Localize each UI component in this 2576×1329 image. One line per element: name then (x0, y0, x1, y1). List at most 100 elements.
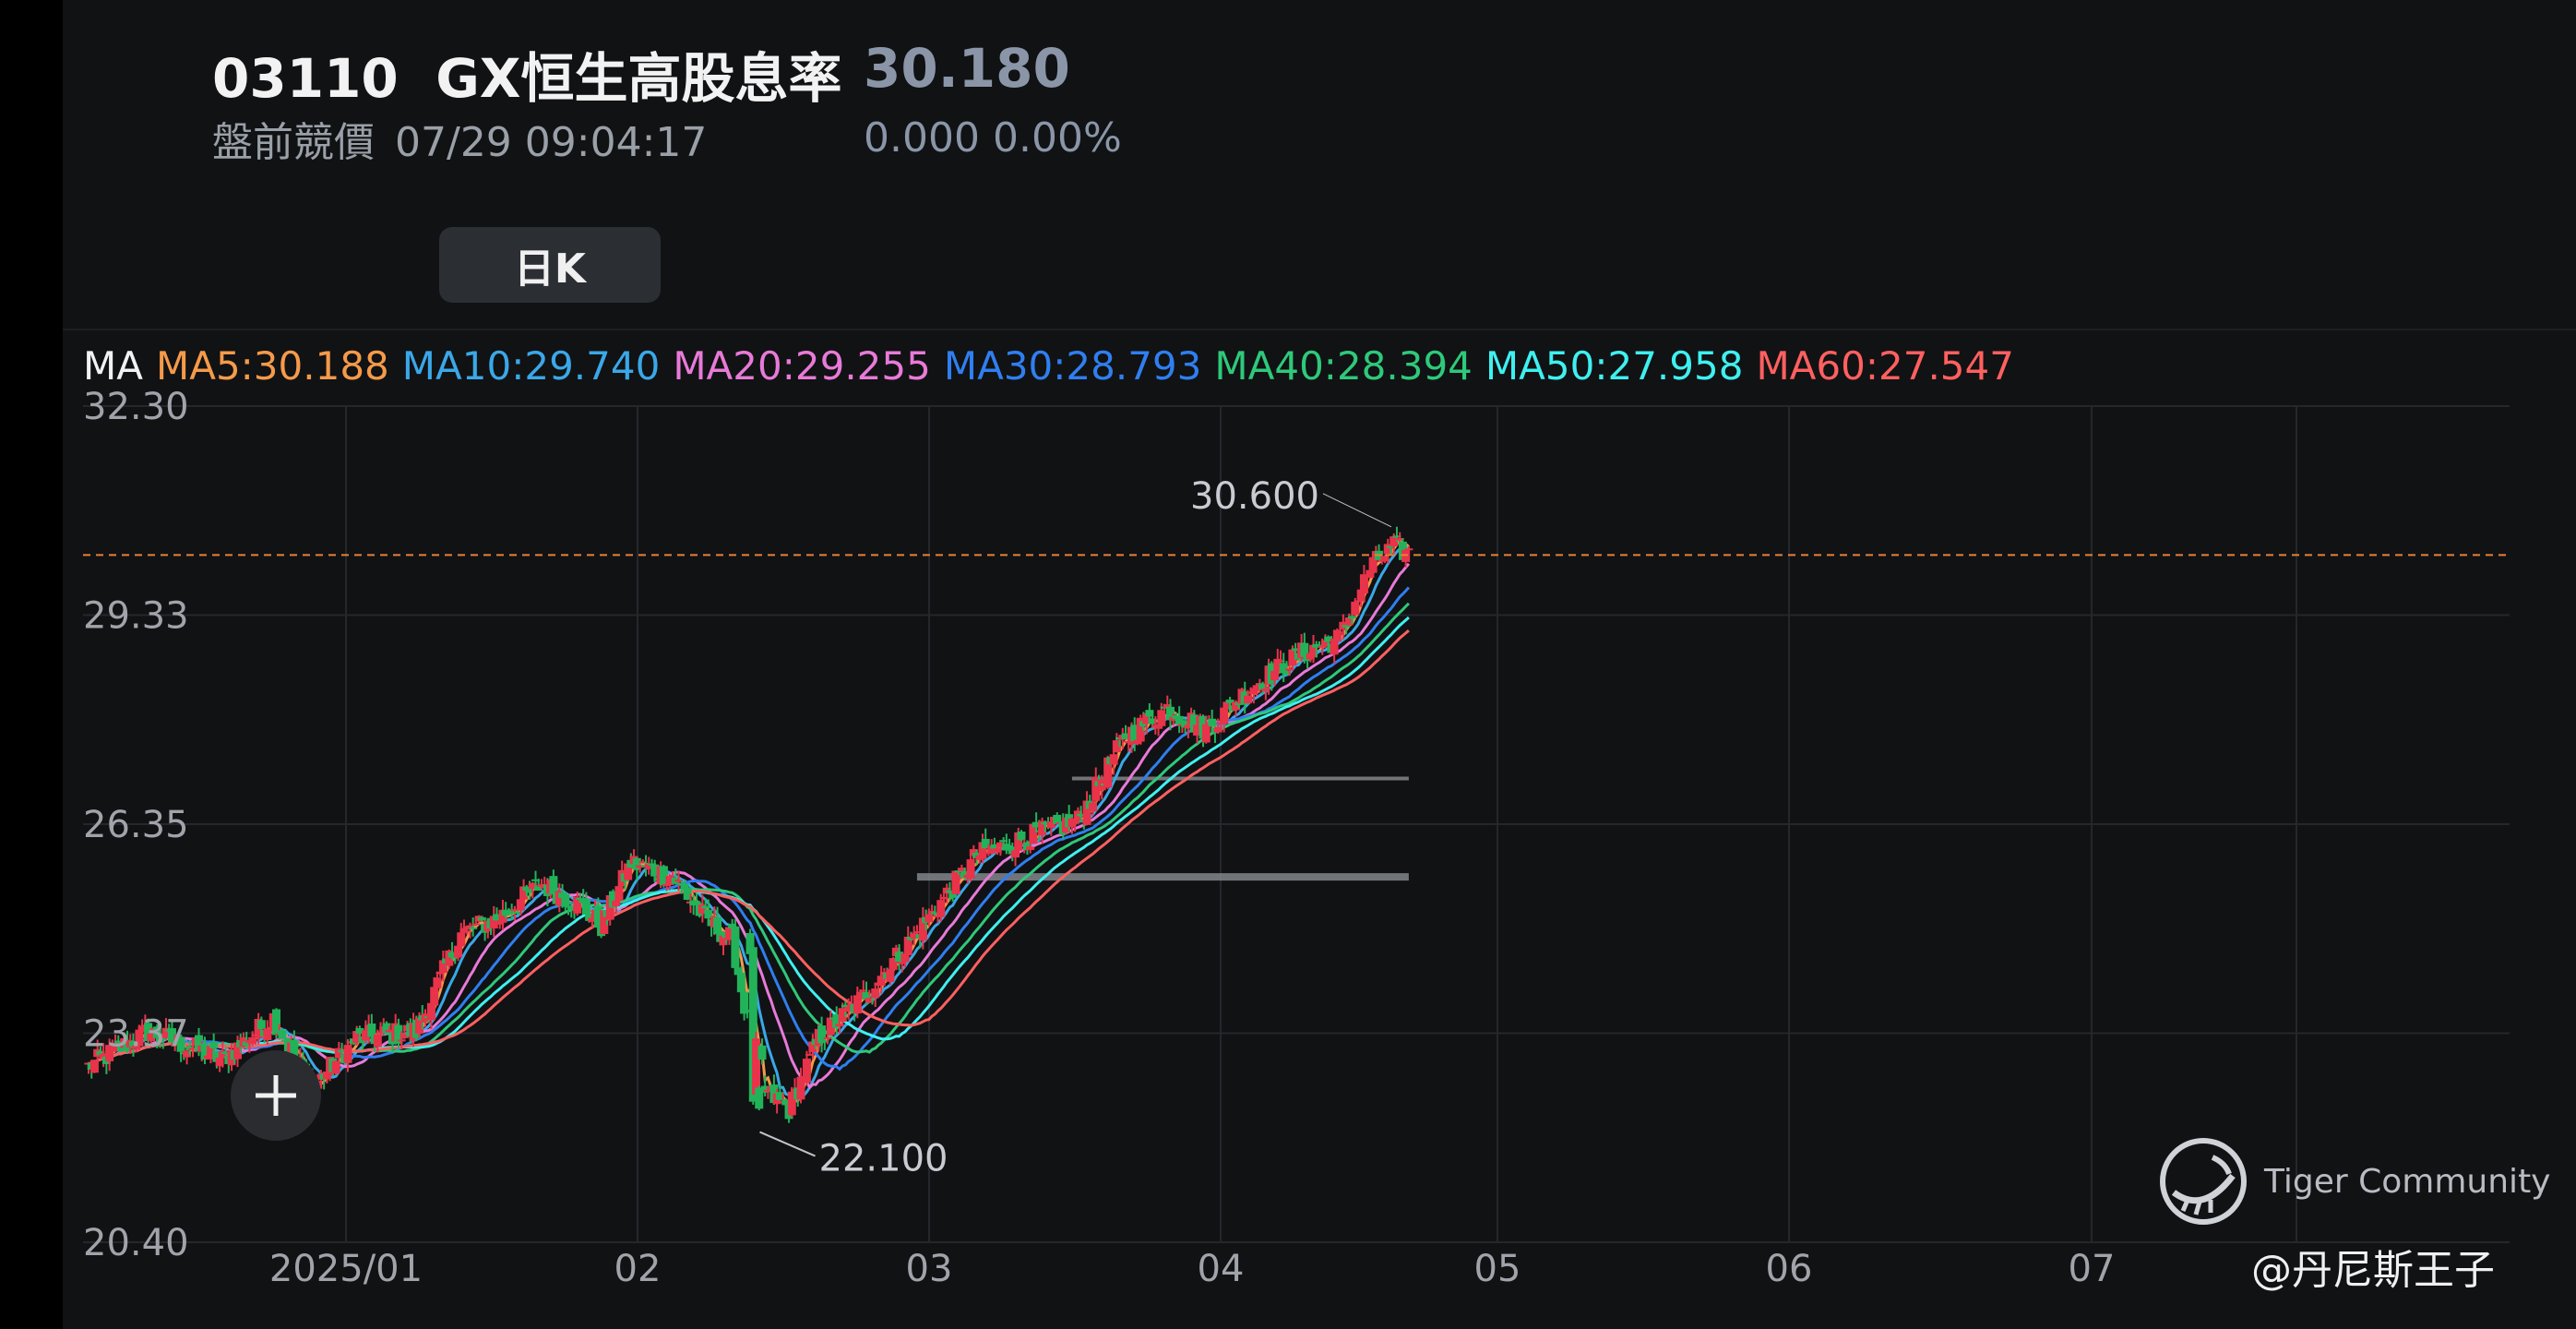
candle-body (930, 912, 939, 915)
high-annotation-line (1322, 493, 1392, 528)
candle-body (981, 838, 990, 849)
candle-body (775, 1092, 784, 1100)
candle-body (1232, 701, 1241, 711)
candle-body (212, 1051, 221, 1062)
candle-body (1038, 820, 1047, 836)
candle-body (1276, 660, 1285, 663)
candle-body (674, 880, 684, 882)
candle-body (361, 1030, 370, 1041)
candle-body (736, 972, 745, 993)
candle-body (1121, 733, 1130, 740)
candle-body (1053, 814, 1062, 824)
period-day-button[interactable]: 日K (439, 227, 661, 303)
change-value: 0.000 (864, 114, 980, 162)
ma40-line (87, 602, 1410, 1069)
y-tick-label: 23.37 (83, 1013, 189, 1056)
candle-body (561, 893, 570, 907)
ma-legend: MA MA5:30.188 MA10:29.740 MA20:29.255 MA… (83, 343, 2014, 389)
divider (63, 329, 2576, 330)
ma20-label: MA20:29.255 (673, 343, 931, 389)
ma50-line (87, 616, 1410, 1069)
high-price-label: 30.600 (1190, 475, 1319, 518)
candle-body (1225, 700, 1234, 703)
quote-header: 03110 GX恒生高股息率 30.180 盤前競價 07/29 09:04:17… (63, 0, 2576, 328)
ma-legend-prefix: MA (83, 343, 143, 389)
candle-body (549, 876, 558, 894)
candle-body (752, 1038, 761, 1096)
horizontal-levels (916, 776, 1409, 881)
ma30-label: MA30:28.793 (943, 343, 1202, 389)
x-tick-label: 06 (1766, 1248, 1813, 1290)
candle-body (1366, 569, 1375, 579)
candle-body (999, 840, 1008, 843)
candle-body (331, 1060, 340, 1074)
candle-body (1404, 548, 1413, 551)
candle-body (1395, 537, 1404, 540)
candle-body (588, 917, 597, 922)
candle-body (680, 883, 689, 891)
candle-body (888, 958, 898, 970)
candle-body (373, 1034, 382, 1048)
candle-body (188, 1048, 197, 1050)
candle-body (1175, 715, 1184, 725)
candle-body (1356, 589, 1366, 602)
candle-body (426, 1002, 435, 1021)
candle-body (382, 1023, 391, 1034)
candle-body (445, 950, 454, 966)
candle-body (519, 886, 529, 900)
candle-body (1002, 844, 1011, 851)
plus-icon (256, 1075, 296, 1116)
candle-body (573, 896, 582, 914)
candle-body (1336, 631, 1345, 634)
candle-body (1077, 813, 1086, 817)
candle-body (528, 882, 537, 890)
stock-code: 03110 (212, 47, 399, 110)
candle-body (853, 995, 862, 1014)
candle-body (1070, 821, 1079, 824)
candle-body (886, 968, 895, 982)
candle-body (1022, 842, 1032, 851)
kline-chart[interactable]: 30.600 22.100 32.30 29.33 26.35 23.37 20.40 20… (63, 0, 2576, 1329)
candle-body (263, 1028, 272, 1041)
candle-body (1165, 706, 1175, 721)
candle-body (808, 1041, 817, 1052)
candle-body (195, 1035, 204, 1052)
candle-body (1320, 640, 1330, 647)
candle-body (996, 842, 1005, 848)
candle-body (871, 988, 880, 999)
candle-body (936, 900, 946, 917)
candle-body (1046, 821, 1055, 829)
candle-body (719, 935, 728, 946)
ma40-label: MA40:28.394 (1214, 343, 1473, 389)
candle-body (698, 904, 707, 914)
candle-body (1193, 724, 1202, 736)
session-info: 盤前競價 07/29 09:04:17 (212, 109, 707, 168)
x-tick-label: 05 (1474, 1248, 1521, 1290)
tiger-watermark: Tiger Community (2157, 1135, 2550, 1227)
candle-body (1136, 717, 1145, 742)
candle-body (206, 1046, 215, 1060)
ma-lines (87, 538, 1411, 1106)
candle-body (132, 1045, 141, 1049)
candle-body (113, 1040, 123, 1044)
candle-body (993, 848, 1002, 853)
candle-body (683, 887, 692, 900)
candle-body (1279, 663, 1288, 674)
candle-body (1332, 629, 1342, 642)
candle-body (817, 1025, 827, 1044)
add-indicator-button[interactable] (231, 1050, 321, 1141)
candle-body (394, 1024, 403, 1044)
candle-body (990, 844, 999, 849)
candle-body (433, 977, 442, 988)
candle-body (802, 1059, 811, 1084)
candle-body (877, 976, 886, 987)
candle-body (713, 916, 722, 935)
candle-body (1383, 544, 1392, 555)
candle-body (1389, 536, 1399, 547)
axis-labels: 32.30 29.33 26.35 23.37 20.40 2025/01 02 03 04 05… (83, 386, 2115, 1290)
candle-body (218, 1050, 227, 1060)
ma20-line (87, 562, 1411, 1090)
candle-body (1208, 718, 1217, 726)
candle-body (910, 933, 919, 939)
candle-body (469, 927, 478, 929)
